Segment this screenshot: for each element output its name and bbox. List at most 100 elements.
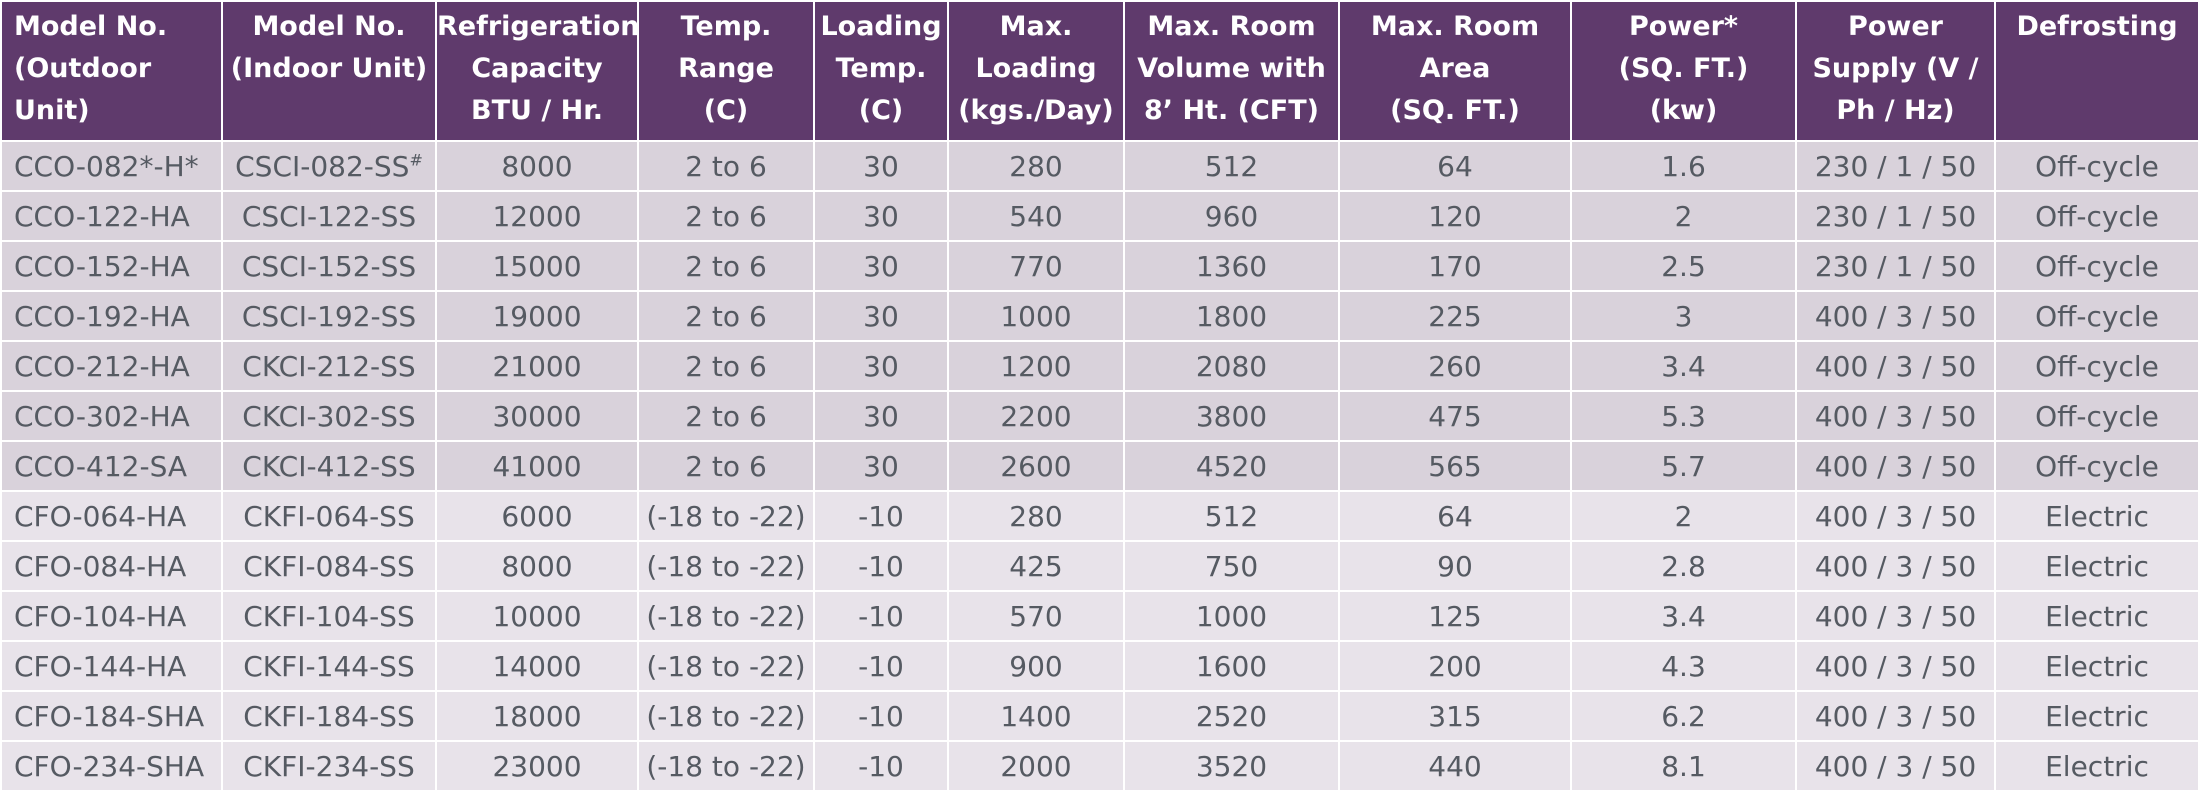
cell-power-supply: 400 / 3 / 50 [1795, 740, 1996, 791]
cell-room-volume: 3520 [1123, 740, 1340, 791]
cell-power: 5.7 [1570, 440, 1797, 492]
table-body: CCO-082*-H* CSCI-082-SS# 8000 2 to 6 30 … [0, 140, 2198, 791]
cell-temp-range: (-18 to -22) [637, 740, 815, 791]
cell-defrosting: Off-cycle [1994, 390, 2198, 442]
cell-power-supply: 230 / 1 / 50 [1795, 240, 1996, 292]
cell-outdoor-model: CFO-144-HA [0, 640, 223, 692]
table-row: CFO-084-HA CKFI-084-SS 8000 (-18 to -22)… [0, 540, 2198, 592]
cell-room-area: 225 [1338, 290, 1572, 342]
cell-power-supply: 400 / 3 / 50 [1795, 440, 1996, 492]
cell-power-supply: 400 / 3 / 50 [1795, 490, 1996, 542]
cell-max-loading: 425 [947, 540, 1125, 592]
cell-power: 2.8 [1570, 540, 1797, 592]
header-outdoor-model: Model No. (Outdoor Unit) [0, 0, 223, 142]
header-defrosting: Defrosting [1994, 0, 2198, 142]
cell-defrosting: Off-cycle [1994, 190, 2198, 242]
cell-outdoor-model: CFO-064-HA [0, 490, 223, 542]
cell-indoor-model: CKCI-412-SS [221, 440, 437, 492]
cell-indoor-model: CSCI-192-SS [221, 290, 437, 342]
cell-room-area: 565 [1338, 440, 1572, 492]
cell-room-area: 200 [1338, 640, 1572, 692]
cell-defrosting: Electric [1994, 640, 2198, 692]
cell-power: 8.1 [1570, 740, 1797, 791]
cell-capacity: 8000 [435, 540, 639, 592]
cell-power-supply: 230 / 1 / 50 [1795, 140, 1996, 192]
cell-room-area: 120 [1338, 190, 1572, 242]
cell-defrosting: Off-cycle [1994, 240, 2198, 292]
cell-temp-range: 2 to 6 [637, 340, 815, 392]
cell-indoor-model: CSCI-122-SS [221, 190, 437, 242]
cell-power-supply: 230 / 1 / 50 [1795, 190, 1996, 242]
cell-loading-temp: -10 [813, 640, 949, 692]
cell-power-supply: 400 / 3 / 50 [1795, 640, 1996, 692]
table-row: CCO-122-HA CSCI-122-SS 12000 2 to 6 30 5… [0, 190, 2198, 242]
cell-power: 5.3 [1570, 390, 1797, 442]
cell-indoor-model: CKCI-302-SS [221, 390, 437, 442]
cell-loading-temp: 30 [813, 390, 949, 442]
cell-temp-range: 2 to 6 [637, 240, 815, 292]
cell-outdoor-model: CCO-412-SA [0, 440, 223, 492]
cell-power-supply: 400 / 3 / 50 [1795, 390, 1996, 442]
header-loading-temp: Loading Temp. (C) [813, 0, 949, 142]
cell-indoor-model: CKFI-084-SS [221, 540, 437, 592]
cell-capacity: 41000 [435, 440, 639, 492]
cell-room-volume: 1600 [1123, 640, 1340, 692]
table-row: CFO-064-HA CKFI-064-SS 6000 (-18 to -22)… [0, 490, 2198, 542]
cell-indoor-model: CKFI-234-SS [221, 740, 437, 791]
cell-loading-temp: 30 [813, 140, 949, 192]
cell-temp-range: (-18 to -22) [637, 540, 815, 592]
cell-indoor-model: CKFI-104-SS [221, 590, 437, 642]
cell-loading-temp: -10 [813, 490, 949, 542]
cell-defrosting: Off-cycle [1994, 340, 2198, 392]
cell-power: 3.4 [1570, 590, 1797, 642]
cell-outdoor-model: CCO-302-HA [0, 390, 223, 442]
cell-defrosting: Electric [1994, 740, 2198, 791]
cell-defrosting: Electric [1994, 590, 2198, 642]
cell-loading-temp: -10 [813, 540, 949, 592]
cell-indoor-model: CKCI-212-SS [221, 340, 437, 392]
table-row: CCO-082*-H* CSCI-082-SS# 8000 2 to 6 30 … [0, 140, 2198, 192]
table-row: CCO-192-HA CSCI-192-SS 19000 2 to 6 30 1… [0, 290, 2198, 342]
cell-max-loading: 1200 [947, 340, 1125, 392]
cell-max-loading: 1000 [947, 290, 1125, 342]
cell-room-area: 64 [1338, 490, 1572, 542]
cell-capacity: 10000 [435, 590, 639, 642]
cell-outdoor-model: CCO-192-HA [0, 290, 223, 342]
cell-temp-range: 2 to 6 [637, 190, 815, 242]
cell-capacity: 6000 [435, 490, 639, 542]
cell-temp-range: 2 to 6 [637, 140, 815, 192]
cell-room-area: 260 [1338, 340, 1572, 392]
cell-capacity: 8000 [435, 140, 639, 192]
cell-capacity: 19000 [435, 290, 639, 342]
cell-defrosting: Off-cycle [1994, 140, 2198, 192]
header-refrigeration-capacity: Refrigeration Capacity BTU / Hr. [435, 0, 639, 142]
cell-max-loading: 1400 [947, 690, 1125, 742]
cell-temp-range: (-18 to -22) [637, 690, 815, 742]
cell-temp-range: 2 to 6 [637, 390, 815, 442]
table-row: CCO-212-HA CKCI-212-SS 21000 2 to 6 30 1… [0, 340, 2198, 392]
cell-capacity: 23000 [435, 740, 639, 791]
cell-power: 2.5 [1570, 240, 1797, 292]
cell-power-supply: 400 / 3 / 50 [1795, 590, 1996, 642]
cell-temp-range: (-18 to -22) [637, 490, 815, 542]
cell-power-supply: 400 / 3 / 50 [1795, 540, 1996, 592]
header-max-room-area: Max. Room Area (SQ. FT.) [1338, 0, 1572, 142]
cell-max-loading: 280 [947, 490, 1125, 542]
cell-capacity: 15000 [435, 240, 639, 292]
header-row: Model No. (Outdoor Unit) Model No. (Indo… [0, 0, 2198, 142]
cell-room-volume: 960 [1123, 190, 1340, 242]
cell-room-area: 170 [1338, 240, 1572, 292]
cell-power: 2 [1570, 190, 1797, 242]
cell-power-supply: 400 / 3 / 50 [1795, 290, 1996, 342]
table-row: CCO-152-HA CSCI-152-SS 15000 2 to 6 30 7… [0, 240, 2198, 292]
cell-defrosting: Off-cycle [1994, 290, 2198, 342]
cell-outdoor-model: CFO-084-HA [0, 540, 223, 592]
cell-max-loading: 280 [947, 140, 1125, 192]
table-row: CFO-104-HA CKFI-104-SS 10000 (-18 to -22… [0, 590, 2198, 642]
cell-indoor-model: CSCI-152-SS [221, 240, 437, 292]
cell-indoor-model: CKFI-064-SS [221, 490, 437, 542]
cell-loading-temp: 30 [813, 190, 949, 242]
cell-power-supply: 400 / 3 / 50 [1795, 340, 1996, 392]
cell-defrosting: Electric [1994, 490, 2198, 542]
cell-outdoor-model: CCO-082*-H* [0, 140, 223, 192]
